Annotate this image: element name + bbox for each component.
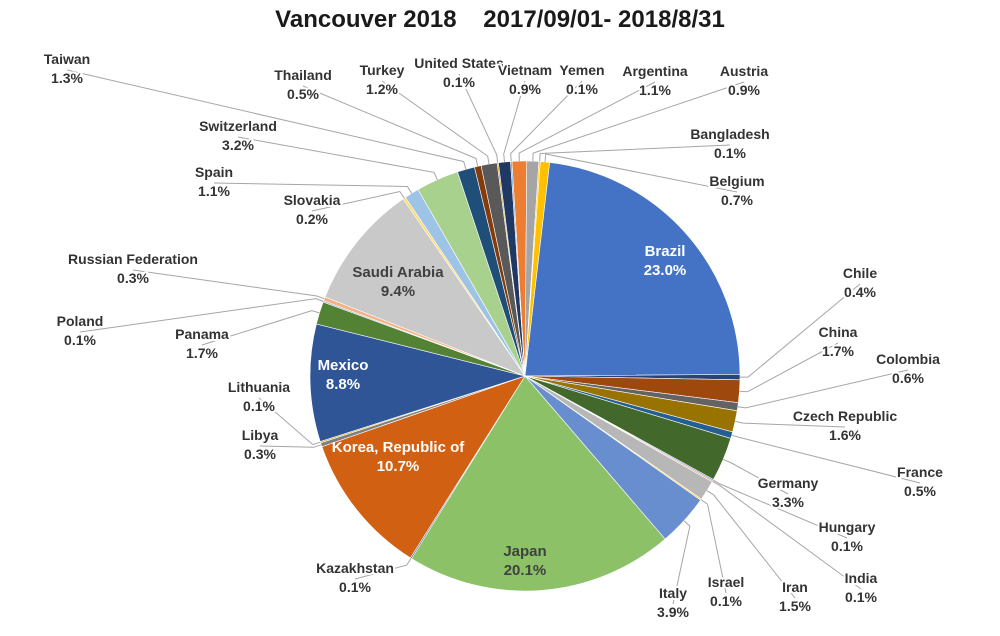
leader-line-austria: [532, 81, 745, 162]
slice-label-saudi-arabia: Saudi Arabia 9.4%: [352, 264, 444, 300]
leader-line-vietnam: [503, 80, 526, 163]
slice-label-yemen: Yemen 0.1%: [559, 62, 604, 97]
slice-label-united-states: United States 0.1%: [414, 55, 504, 90]
slice-label-czech-republic: Czech Republic 1.6%: [793, 408, 897, 443]
slice-label-turkey: Turkey 1.2%: [360, 62, 405, 97]
slice-label-hungary: Hungary 0.1%: [819, 519, 876, 554]
slice-label-china: China 1.7%: [819, 324, 858, 359]
slice-label-lithuania: Lithuania 0.1%: [228, 379, 290, 414]
slice-label-austria: Austria 0.9%: [720, 63, 768, 98]
leader-line-france: [731, 434, 921, 484]
leader-line-taiwan: [66, 69, 467, 170]
slice-label-spain: Spain 1.1%: [195, 164, 233, 199]
chart-title: Vancouver 2018 2017/09/01- 2018/8/31: [275, 6, 725, 33]
slice-label-japan: Japan 20.1%: [503, 543, 546, 579]
slice-label-argentina: Argentina 1.1%: [622, 63, 688, 98]
slice-label-panama: Panama 1.7%: [175, 326, 229, 361]
leader-line-russian-federation: [132, 269, 325, 300]
leader-line-colombia: [737, 369, 909, 409]
leader-line-italy: [672, 520, 691, 605]
leader-line-argentina: [518, 81, 656, 162]
leader-line-spain: [213, 182, 413, 194]
leader-line-turkey: [381, 80, 490, 165]
slice-label-germany: Germany 3.3%: [758, 475, 819, 510]
slice-label-libya: Libya 0.3%: [242, 427, 279, 462]
leader-line-iran: [706, 490, 796, 599]
leader-line-germany: [723, 458, 789, 495]
slice-label-taiwan: Taiwan 1.3%: [44, 51, 90, 86]
leader-line-united-states: [458, 73, 499, 163]
slice-label-bangladesh: Bangladesh 0.1%: [690, 126, 769, 161]
leader-line-czech-republic: [735, 420, 846, 428]
leader-line-switzerland: [237, 136, 438, 180]
slice-label-france: France 0.5%: [897, 464, 943, 499]
leader-line-israel: [700, 499, 727, 594]
leader-line-libya: [259, 444, 322, 448]
pie-slice-saudi-arabia: [324, 198, 526, 377]
slice-label-thailand: Thailand 0.5%: [274, 67, 332, 102]
slice-label-switzerland: Switzerland 3.2%: [199, 118, 277, 153]
slice-label-vietnam: Vietnam 0.9%: [498, 62, 552, 97]
slice-label-india: India 0.1%: [845, 570, 878, 605]
leader-line-poland: [79, 298, 324, 333]
slice-label-poland: Poland 0.1%: [57, 313, 104, 348]
leader-line-chile: [740, 283, 861, 378]
slice-label-iran: Iran 1.5%: [779, 579, 811, 614]
leader-line-yemen: [510, 80, 583, 162]
pie-slice-japan: [411, 375, 666, 592]
slice-label-italy: Italy 3.9%: [657, 585, 689, 620]
leader-line-belgium: [544, 153, 738, 193]
leader-line-hungary: [712, 479, 848, 539]
leader-line-thailand: [302, 85, 479, 167]
slice-label-chile: Chile 0.4%: [843, 265, 877, 300]
slice-label-slovakia: Slovakia 0.2%: [284, 192, 341, 227]
leader-line-bangladesh: [539, 144, 731, 162]
slice-label-kazakhstan: Kazakhstan 0.1%: [316, 560, 394, 595]
pie-slice-yemen: [510, 161, 526, 377]
slice-label-belgium: Belgium 0.7%: [709, 173, 764, 208]
pie-slice-korea-republic-of: [321, 375, 526, 559]
pie-slice-brazil: [524, 162, 741, 377]
slice-label-brazil: Brazil 23.0%: [644, 243, 687, 279]
leader-line-india: [712, 480, 862, 590]
slice-label-korea-republic-of: Korea, Republic of 10.7%: [332, 439, 466, 475]
leader-line-panama: [201, 310, 320, 346]
slice-label-mexico: Mexico 8.8%: [318, 357, 369, 393]
leader-line-kazakhstan: [354, 558, 412, 580]
leader-line-china: [739, 342, 839, 393]
pie-slice-mexico: [309, 323, 527, 442]
leader-line-lithuania: [258, 397, 321, 446]
slice-label-colombia: Colombia 0.6%: [876, 351, 940, 386]
slice-label-israel: Israel 0.1%: [708, 574, 745, 609]
leader-line-slovakia: [311, 190, 405, 212]
slice-label-russian-federation: Russian Federation 0.3%: [68, 251, 198, 286]
